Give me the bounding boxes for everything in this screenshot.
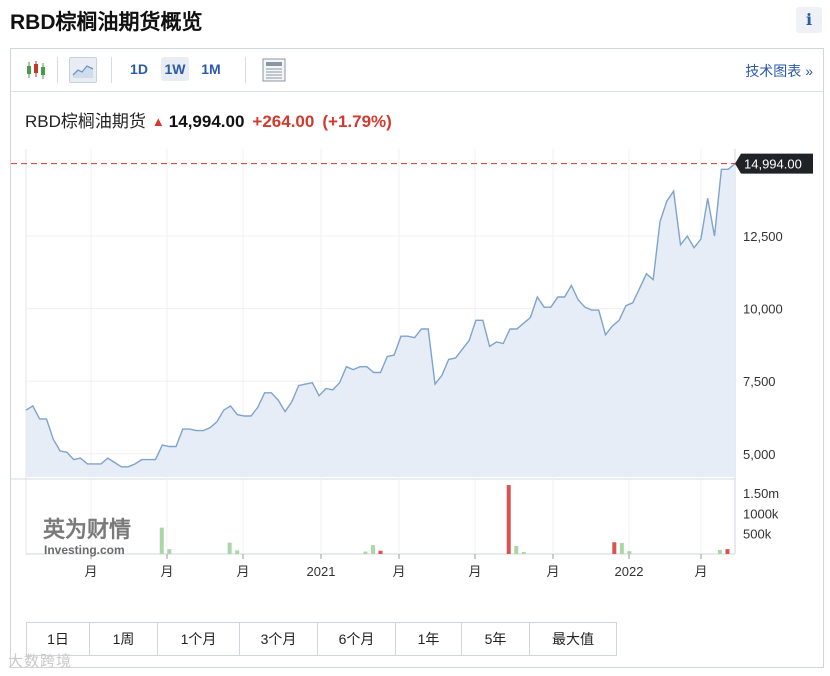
- x-tick-label: 月: [160, 564, 173, 579]
- toolbar-divider: [245, 57, 246, 83]
- logo-en: Investing.com: [44, 543, 125, 557]
- last-price-badge: [735, 153, 813, 174]
- x-tick-label: 2022: [615, 564, 644, 579]
- x-tick-label: 月: [694, 564, 707, 579]
- volume-bar: [514, 545, 519, 554]
- volume-bar: [370, 545, 375, 554]
- volume-bar: [235, 550, 240, 554]
- volume-bar: [627, 551, 632, 554]
- y-tick-label: 7,500: [743, 374, 776, 389]
- range-button-5[interactable]: 1年: [396, 623, 462, 655]
- chart-widget: 1D 1W 1M 技术图表 » RBD棕榈油期货 ▲ 14,994.00 +264.0…: [10, 48, 824, 668]
- info-button[interactable]: i: [796, 7, 822, 33]
- toolbar-divider: [57, 57, 58, 83]
- interval-1d-button[interactable]: 1D: [130, 61, 148, 77]
- up-arrow-icon: ▲: [151, 114, 165, 129]
- volume-tick-label: 500k: [743, 527, 772, 542]
- volume-bar: [227, 542, 232, 554]
- x-tick-label: 月: [392, 564, 405, 579]
- range-button-1[interactable]: 1周: [90, 623, 158, 655]
- instrument-name: RBD棕榈油期货: [25, 112, 146, 131]
- x-tick-label: 月: [236, 564, 249, 579]
- y-tick-label: 12,500: [743, 229, 783, 244]
- chart-toolbar: 1D 1W 1M 技术图表 »: [11, 49, 823, 92]
- price-area: [26, 163, 735, 477]
- volume-bar: [167, 549, 172, 554]
- interval-1w-button[interactable]: 1W: [161, 57, 189, 81]
- price-chart[interactable]: 5,000 7,500 10,000 12,500 月 月 月 2021 月 月 月 2022 月 14,…: [11, 49, 823, 619]
- range-button-2[interactable]: 1个月: [158, 623, 240, 655]
- volume-bar: [612, 542, 617, 554]
- volume-bar: [521, 551, 526, 554]
- range-button-4[interactable]: 6个月: [318, 623, 396, 655]
- volume-bar: [717, 549, 722, 554]
- volume-bar: [159, 527, 164, 554]
- technical-chart-link[interactable]: 技术图表 »: [745, 63, 813, 79]
- logo-cn: 英为财情: [43, 517, 131, 543]
- range-button-0[interactable]: 1日: [27, 623, 90, 655]
- price-line: [25, 163, 736, 468]
- x-tick-label: 月: [546, 564, 559, 579]
- y-tick-label: 5,000: [743, 447, 776, 462]
- candlestick-icon[interactable]: [25, 59, 47, 81]
- page-title: RBD棕榈油期货概览: [10, 11, 203, 34]
- x-tick-label: 2021: [307, 564, 336, 579]
- x-tick-label: 月: [468, 564, 481, 579]
- y-tick-label: 10,000: [743, 302, 783, 317]
- volume-bar: [506, 485, 511, 554]
- price-change-percent: (+1.79%): [322, 112, 392, 131]
- volume-bar: [619, 543, 624, 554]
- range-selector: 1日 1周 1个月 3个月 6个月 1年 5年 最大值: [26, 622, 617, 656]
- table-icon[interactable]: [261, 57, 287, 83]
- investing-logo: 英为财情 Investing.com: [43, 517, 131, 557]
- volume-bar: [378, 550, 383, 554]
- price-change: +264.00: [252, 112, 315, 131]
- watermark: 大数跨境: [8, 653, 73, 670]
- interval-1m-button[interactable]: 1M: [201, 61, 221, 77]
- line-chart-icon[interactable]: [69, 57, 97, 83]
- quote-line: RBD棕榈油期货 ▲ 14,994.00 +264.00 (+1.79%): [25, 107, 392, 132]
- toolbar-divider: [111, 57, 112, 83]
- range-button-6[interactable]: 5年: [462, 623, 530, 655]
- volume-tick-label: 1000k: [743, 506, 779, 521]
- last-price-label: 14,994.00: [744, 157, 802, 172]
- volume-tick-label: 1.50m: [743, 486, 779, 501]
- volume-bar: [363, 551, 368, 554]
- x-tick-label: 月: [84, 564, 97, 579]
- range-button-7[interactable]: 最大值: [552, 631, 594, 647]
- range-button-3[interactable]: 3个月: [240, 623, 318, 655]
- last-price: 14,994.00: [168, 112, 245, 131]
- volume-bar: [725, 549, 730, 554]
